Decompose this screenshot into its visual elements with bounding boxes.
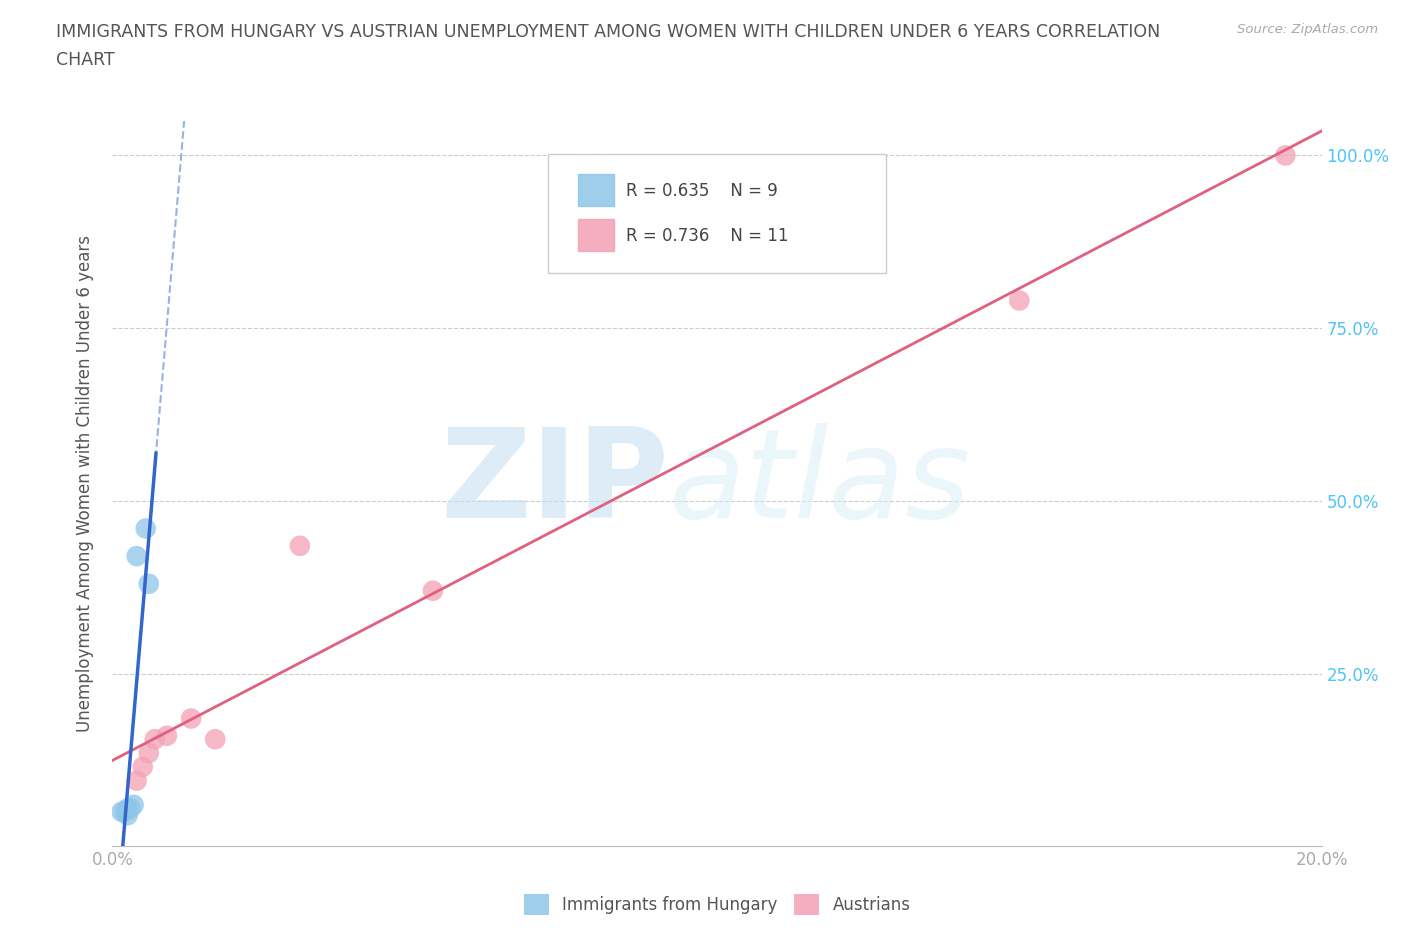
- Point: [125, 549, 148, 564]
- Point: [156, 728, 179, 743]
- Point: [143, 732, 166, 747]
- Point: [110, 804, 132, 819]
- Point: [125, 773, 148, 788]
- Text: IMMIGRANTS FROM HUNGARY VS AUSTRIAN UNEMPLOYMENT AMONG WOMEN WITH CHILDREN UNDER: IMMIGRANTS FROM HUNGARY VS AUSTRIAN UNEM…: [56, 23, 1160, 41]
- Point: [138, 577, 160, 591]
- Point: [422, 583, 444, 598]
- Point: [1274, 148, 1296, 163]
- Point: [132, 760, 155, 775]
- Y-axis label: Unemployment Among Women with Children Under 6 years: Unemployment Among Women with Children U…: [76, 235, 94, 732]
- Legend: Immigrants from Hungary, Austrians: Immigrants from Hungary, Austrians: [517, 888, 917, 922]
- Text: Source: ZipAtlas.com: Source: ZipAtlas.com: [1237, 23, 1378, 36]
- Text: R = 0.736    N = 11: R = 0.736 N = 11: [626, 227, 789, 245]
- Bar: [578, 219, 614, 251]
- Point: [122, 797, 145, 812]
- FancyBboxPatch shape: [548, 153, 886, 273]
- Point: [117, 801, 139, 816]
- Bar: [578, 174, 614, 206]
- Text: atlas: atlas: [669, 423, 970, 544]
- Point: [138, 746, 160, 761]
- Point: [180, 711, 202, 726]
- Point: [1008, 293, 1031, 308]
- Point: [120, 801, 142, 816]
- Point: [114, 804, 136, 819]
- Point: [135, 521, 157, 536]
- Point: [117, 808, 139, 823]
- Text: CHART: CHART: [56, 51, 115, 69]
- Text: ZIP: ZIP: [440, 423, 669, 544]
- Point: [204, 732, 226, 747]
- Text: R = 0.635    N = 9: R = 0.635 N = 9: [626, 181, 778, 200]
- Point: [288, 538, 311, 553]
